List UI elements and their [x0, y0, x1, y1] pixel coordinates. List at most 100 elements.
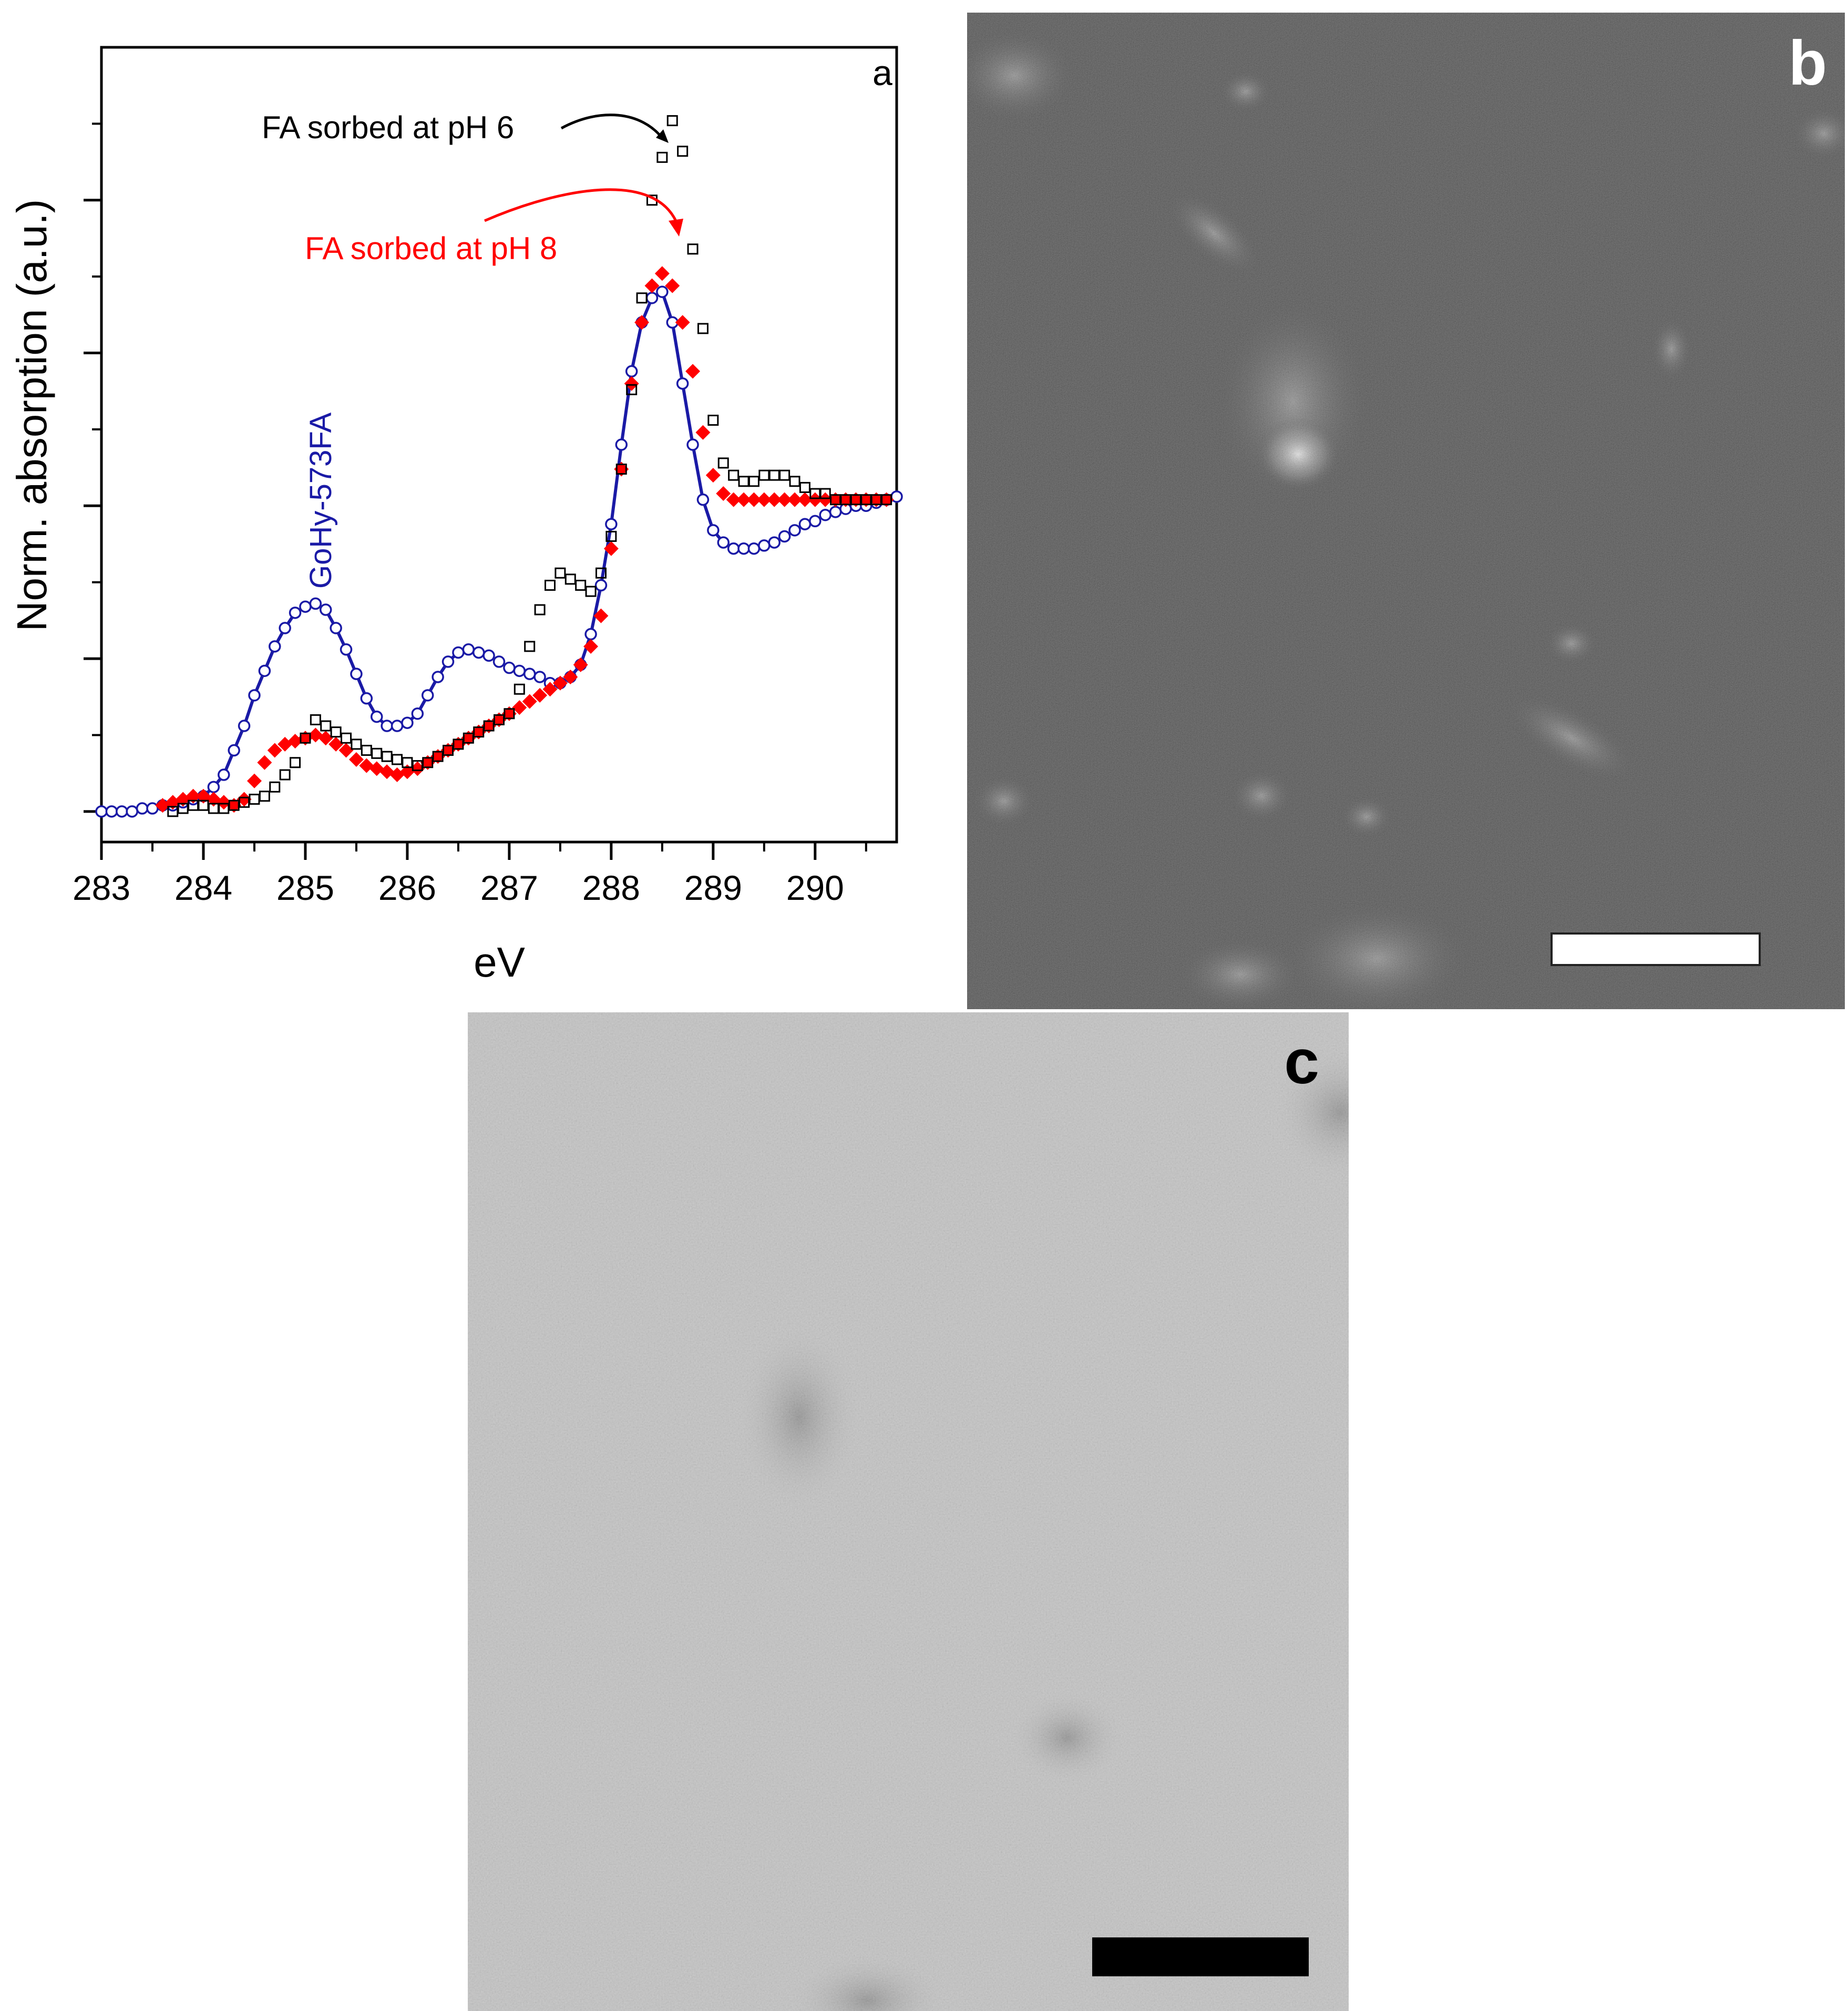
- x-axis-label: eV: [474, 939, 525, 986]
- data-point: [310, 714, 321, 725]
- data-point: [779, 469, 790, 481]
- data-point: [656, 151, 668, 163]
- data-point: [728, 469, 740, 481]
- data-point: [483, 720, 495, 732]
- data-point: [881, 494, 892, 506]
- data-point: [584, 628, 597, 641]
- data-point: [738, 476, 750, 487]
- data-point: [787, 492, 803, 507]
- data-point: [105, 805, 118, 818]
- data-point: [269, 781, 281, 793]
- data-point: [605, 518, 618, 530]
- annotation-arrows: [484, 114, 683, 237]
- data-point: [869, 492, 884, 507]
- data-point: [747, 542, 761, 555]
- data-point: [440, 743, 456, 758]
- data-point: [534, 604, 546, 615]
- data-point: [410, 761, 425, 776]
- data-point: [625, 365, 638, 378]
- x-tick-label: 289: [684, 868, 742, 907]
- data-point: [746, 492, 762, 507]
- data-point: [318, 731, 333, 746]
- data-point: [828, 492, 843, 507]
- data-point: [593, 608, 609, 623]
- data-point: [338, 743, 354, 758]
- data-point: [726, 492, 741, 507]
- data-point: [819, 488, 831, 499]
- data-point: [381, 751, 393, 762]
- data-point: [432, 751, 444, 762]
- data-point: [309, 597, 322, 610]
- data-point: [503, 661, 516, 674]
- data-point: [615, 438, 628, 451]
- data-point: [351, 738, 362, 750]
- data-point: [136, 802, 149, 815]
- data-point: [361, 745, 372, 756]
- data-point: [716, 486, 731, 501]
- data-point: [585, 586, 597, 597]
- data-point: [879, 492, 894, 507]
- data-point: [471, 724, 486, 740]
- data-point: [666, 115, 678, 127]
- data-point: [758, 539, 771, 552]
- data-point: [95, 805, 108, 818]
- data-point: [626, 384, 638, 395]
- data-point: [848, 492, 864, 507]
- data-point: [491, 712, 507, 727]
- data-point: [654, 266, 670, 281]
- data-point: [267, 743, 282, 758]
- data-point: [573, 657, 588, 672]
- scale-bar-c: [1092, 1937, 1309, 1976]
- data-point: [513, 664, 526, 678]
- annotation-ph8: FA sorbed at pH 8: [305, 231, 557, 266]
- micrograph-panel-b: b: [967, 13, 1845, 1009]
- data-point: [665, 278, 680, 293]
- data-point: [555, 567, 566, 579]
- data-point: [575, 580, 587, 591]
- data-point: [809, 515, 822, 528]
- data-point: [350, 668, 363, 680]
- data-point: [341, 732, 352, 744]
- data-point: [634, 315, 650, 330]
- data-point: [319, 603, 332, 616]
- data-point: [686, 438, 699, 451]
- data-point: [636, 292, 648, 304]
- data-point: [462, 643, 475, 656]
- data-point: [727, 542, 740, 555]
- ph6-arrowhead: [656, 129, 669, 143]
- data-point: [829, 506, 842, 518]
- data-point: [685, 364, 701, 379]
- data-point: [544, 580, 556, 591]
- x-tick-label: 288: [582, 868, 640, 907]
- data-point: [717, 457, 729, 469]
- data-point: [818, 492, 833, 507]
- data-point: [442, 655, 455, 668]
- data-point: [227, 798, 242, 813]
- data-point: [595, 567, 607, 579]
- data-point: [838, 492, 854, 507]
- data-point: [463, 732, 474, 744]
- data-point: [492, 655, 506, 668]
- x-tick-label: 285: [276, 868, 334, 907]
- data-point: [767, 492, 782, 507]
- data-point: [481, 719, 497, 734]
- data-point: [330, 726, 342, 738]
- data-point: [269, 640, 281, 653]
- data-point: [858, 492, 874, 507]
- data-point: [717, 536, 730, 549]
- data-point: [687, 243, 699, 255]
- data-point: [705, 468, 721, 483]
- data-point: [207, 781, 220, 794]
- data-point: [799, 481, 810, 493]
- data-point: [392, 754, 403, 765]
- data-point: [443, 745, 454, 756]
- y-axis-label: Norm. absorption (a.u.): [8, 199, 55, 632]
- data-point: [259, 791, 270, 802]
- data-point: [797, 492, 813, 507]
- data-point: [514, 683, 525, 695]
- data-point: [422, 757, 434, 768]
- ph8-arrow: [484, 188, 680, 227]
- ph6-arrow: [560, 114, 664, 140]
- data-point: [605, 530, 617, 542]
